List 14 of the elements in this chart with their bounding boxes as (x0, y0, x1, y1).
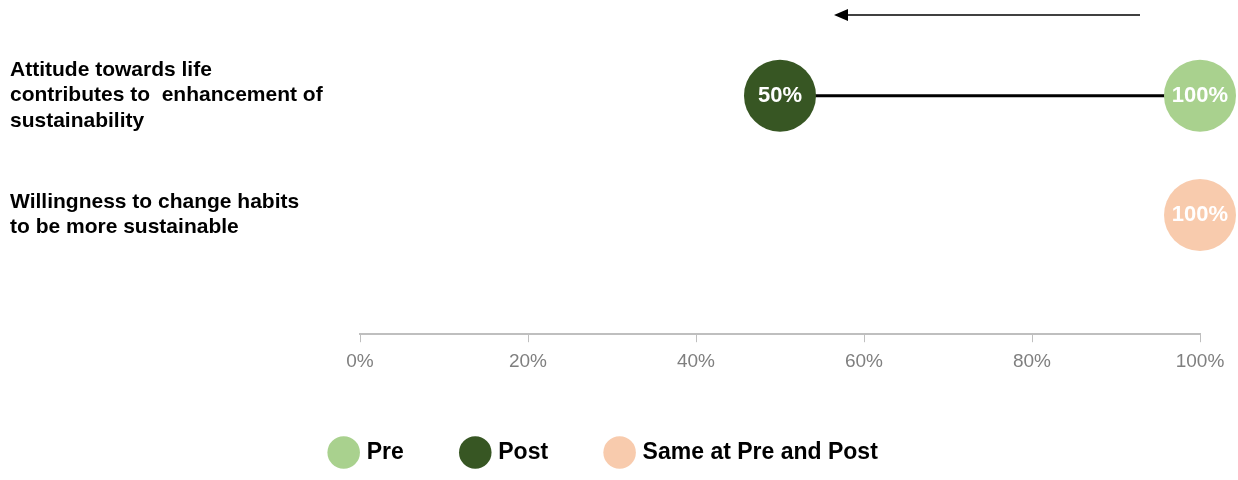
x-tick-label: 100% (1175, 349, 1225, 371)
data-label: 100% (1171, 200, 1229, 226)
legend-label: Same at Pre and Post (642, 437, 879, 464)
legend-label: Post (498, 437, 549, 464)
x-tick-label: 40% (676, 349, 716, 371)
x-tick-label: 20% (508, 349, 548, 371)
x-tick-label: 0% (346, 349, 374, 371)
x-tick-label: 60% (844, 349, 884, 371)
y-tick-label: Attitude towards life contributes to enhancement of sustainability (10, 57, 324, 131)
data-label: 50% (757, 81, 803, 107)
legend-label: Pre (366, 437, 404, 464)
x-tick-label: 80% (1012, 349, 1052, 371)
data-label: 100% (1171, 81, 1229, 107)
y-tick-label: Willingness to change habits to be more sustainable (10, 189, 300, 238)
